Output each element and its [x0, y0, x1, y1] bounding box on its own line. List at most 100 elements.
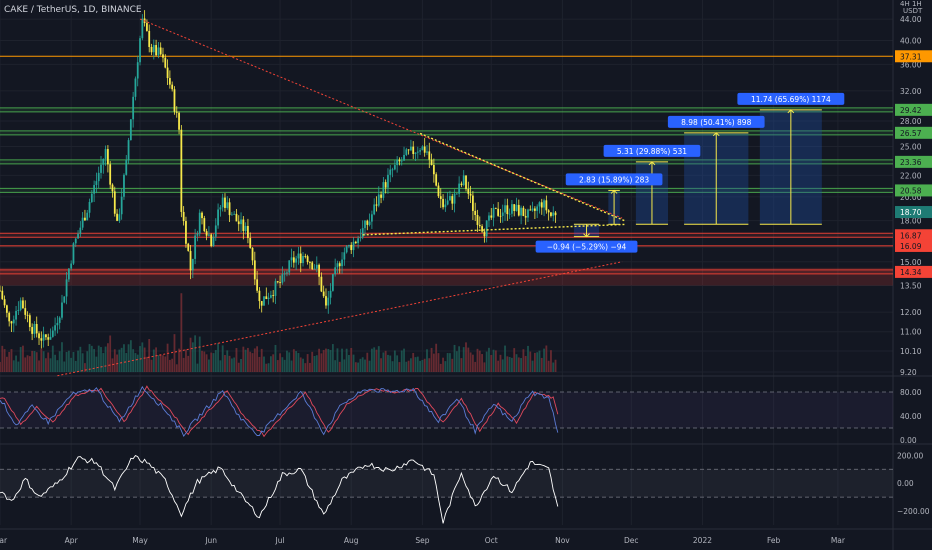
- candle-body: [235, 213, 238, 222]
- volume-bar: [258, 356, 261, 372]
- candle-body: [368, 221, 371, 225]
- volume-bar: [84, 363, 86, 372]
- candle-body: [515, 204, 518, 211]
- price-tick-label: 9.20: [900, 368, 917, 377]
- volume-bar: [302, 358, 304, 372]
- volume-bar: [373, 347, 376, 372]
- volume-bar: [5, 356, 8, 372]
- volume-bar: [410, 358, 412, 372]
- volume-bar: [527, 345, 529, 372]
- price-tick-label: 13.50: [900, 282, 922, 291]
- volume-bar: [134, 353, 137, 372]
- candle-body: [249, 238, 252, 248]
- candle-body: [375, 204, 378, 206]
- price-tick-label: 22.00: [900, 171, 922, 180]
- candle-body: [380, 194, 382, 198]
- measure-label: 8.98 (50.41%) 898: [681, 118, 751, 127]
- volume-bar: [173, 334, 176, 372]
- candle-body: [251, 247, 254, 261]
- candle-body: [529, 209, 532, 211]
- volume-bar: [214, 350, 217, 372]
- candle-body: [26, 314, 29, 316]
- stoch-tick-label: 0.00: [900, 436, 917, 445]
- candle-body: [396, 159, 399, 166]
- volume-bar: [370, 348, 373, 372]
- candle-body: [412, 146, 415, 154]
- volume-bar: [65, 351, 68, 372]
- volume-bar: [382, 352, 385, 372]
- candle-body: [191, 258, 194, 271]
- volume-bar: [228, 355, 231, 372]
- candle-body: [19, 300, 22, 310]
- candle-body: [366, 220, 369, 225]
- volume-bar: [205, 354, 208, 372]
- level-band: [0, 130, 893, 135]
- volume-bar: [104, 346, 107, 372]
- candle-body: [244, 225, 247, 231]
- volume-bar: [449, 353, 451, 372]
- candle-body: [267, 297, 270, 300]
- volume-bar: [3, 349, 6, 372]
- volume-bar: [269, 356, 272, 372]
- volume-bar: [331, 344, 334, 372]
- volume-bar: [513, 348, 516, 372]
- candle-body: [465, 175, 467, 190]
- volume-bar: [288, 352, 291, 372]
- candle-body: [453, 193, 456, 204]
- candle-body: [279, 282, 281, 284]
- candle-body: [182, 211, 185, 222]
- volume-bar: [334, 360, 337, 372]
- candle-body: [35, 323, 38, 334]
- volume-bar: [536, 352, 539, 372]
- candle-body: [123, 174, 125, 197]
- trend-lines[interactable]: [57, 18, 625, 377]
- candle-body: [435, 174, 438, 186]
- level-band: [0, 233, 893, 238]
- candle-body: [1, 290, 4, 300]
- candle-body: [106, 149, 109, 165]
- measure-label-box: [737, 92, 845, 105]
- volume-bar: [74, 360, 77, 372]
- volume-bar: [235, 348, 238, 372]
- price-axis[interactable]: 44.00 40.00 36.00 32.00 28.00 25.00 22.00 20.00…: [895, 15, 932, 516]
- volume-bar: [240, 358, 242, 372]
- volume-bar: [393, 350, 396, 372]
- volume-bar: [483, 362, 486, 372]
- candle-body: [178, 112, 180, 130]
- candle-body: [97, 172, 100, 182]
- volume-bar: [217, 342, 219, 372]
- volume-bar: [79, 346, 82, 372]
- candle-body: [428, 151, 431, 160]
- triangle-resistance-line[interactable]: [419, 132, 625, 222]
- time-axis[interactable]: Mar Apr May Jun Jul Aug Sep Oct Nov Dec 2022 Feb Mar: [0, 536, 846, 545]
- volume-bar: [203, 351, 206, 372]
- volume-bar: [497, 360, 500, 372]
- candle-body: [203, 218, 206, 232]
- volume-bar: [451, 358, 454, 372]
- candle-body: [12, 319, 15, 324]
- candle-body: [309, 262, 311, 263]
- lower-wedge-line[interactable]: [57, 261, 623, 377]
- measure-arrowhead: [787, 109, 795, 114]
- candle-body: [8, 312, 11, 322]
- volume-bar: [143, 347, 146, 372]
- measure-label-box: [667, 115, 765, 128]
- price-range-measurements[interactable]: [573, 109, 822, 238]
- volume-bar: [499, 354, 502, 372]
- volume-bar: [129, 340, 132, 372]
- volume-bar: [306, 354, 309, 372]
- volume-bar: [460, 358, 463, 372]
- upper-wedge-line[interactable]: [139, 18, 623, 219]
- candle-body: [439, 196, 442, 199]
- candle-body: [343, 252, 346, 260]
- price-tick-label: 36.00: [900, 60, 922, 69]
- volume-bar: [364, 359, 366, 372]
- measure-label: 11.74 (65.69%) 1174: [751, 95, 831, 104]
- measure-arrowhead: [712, 132, 720, 137]
- candle-body: [421, 146, 424, 151]
- candle-body: [492, 207, 495, 218]
- time-tick-label: Feb: [767, 536, 781, 545]
- symbol-title[interactable]: CAKE / TetherUS, 1D, BINANCE: [4, 5, 142, 15]
- volume-bar: [51, 345, 54, 372]
